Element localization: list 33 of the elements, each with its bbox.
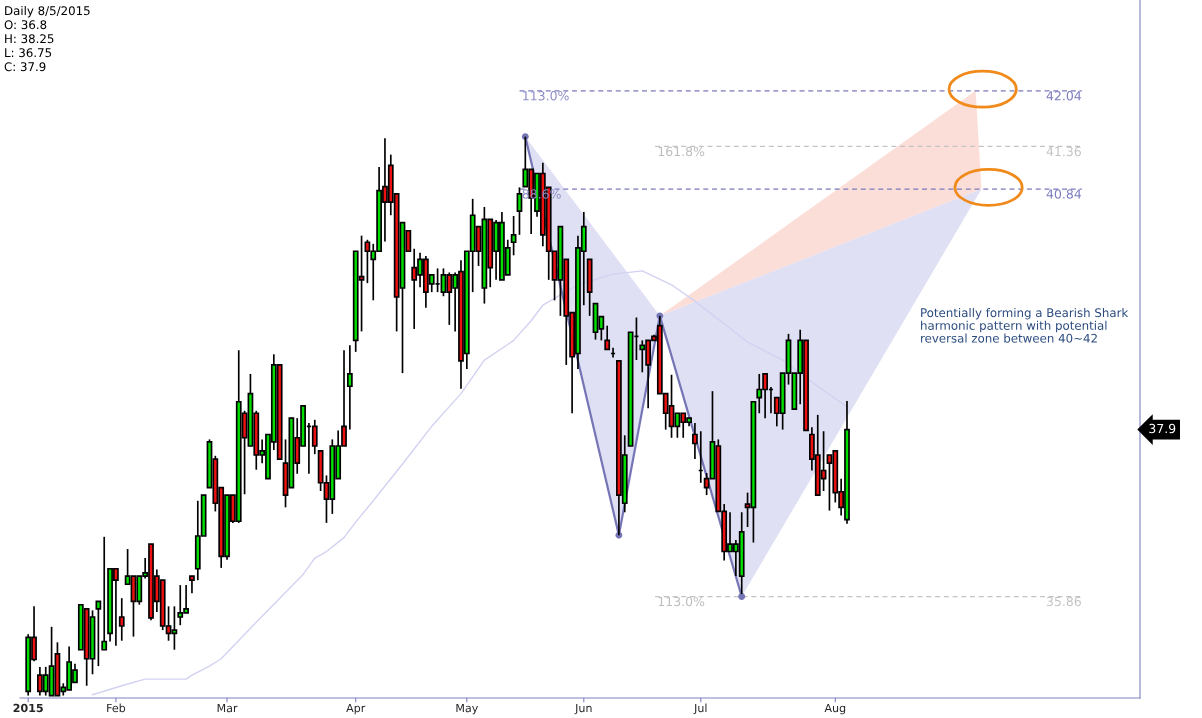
point xyxy=(738,593,746,600)
ref-line-label: 35.86 xyxy=(1046,596,1081,607)
candlestick xyxy=(311,418,318,455)
candlestick xyxy=(692,422,698,460)
candlestick xyxy=(516,186,523,236)
annotation: 113.0% xyxy=(523,91,569,101)
candlestick xyxy=(101,535,108,651)
x-tick-label: Feb xyxy=(107,703,126,713)
ref-line-label: 41.36 xyxy=(1046,146,1081,157)
candlestick xyxy=(118,597,125,642)
candlestick xyxy=(95,600,102,667)
annotation: L: 36.75 xyxy=(5,48,52,58)
x-tick-label: 2015 xyxy=(13,703,43,713)
candlestick xyxy=(604,324,611,351)
annotation: 161.8% xyxy=(658,146,705,157)
ref-line-label: 40.84 xyxy=(1046,189,1082,199)
text: 37.9 xyxy=(1149,423,1176,434)
candlestick xyxy=(510,215,517,257)
annotation: 113.0% xyxy=(658,596,705,607)
x-tick-label: Jul xyxy=(693,703,707,715)
candlestick xyxy=(346,344,353,431)
x-tick-label: Mar xyxy=(217,703,238,713)
x-tick-label: Jun xyxy=(574,703,592,715)
x-tick-label: Apr xyxy=(346,703,366,715)
annotation: H: 38.25 xyxy=(5,34,54,44)
x-tick-label: May xyxy=(456,703,478,715)
annotation: C: 37.9 xyxy=(4,62,46,72)
annotation: O: 36.8 xyxy=(4,20,47,30)
ref-line-label: 42.04 xyxy=(1046,91,1082,101)
annotation: Potentially forming a Bearish Shark harmonic pattern with potential reversal zone between 40~42 xyxy=(921,308,1129,343)
annotation: Daily 8/5/2015 xyxy=(5,6,90,18)
annotation: 88.6% xyxy=(522,189,561,199)
x-tick-label: Aug xyxy=(824,703,846,715)
